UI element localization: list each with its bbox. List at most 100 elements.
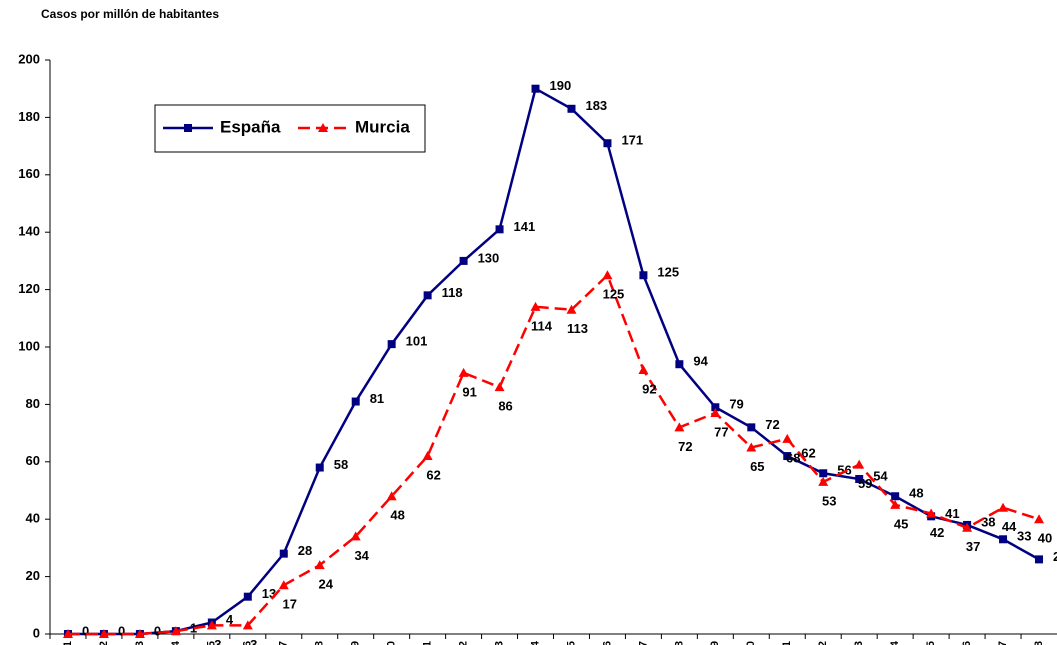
data-label: 92 [642,381,656,396]
marker [423,291,432,300]
y-tick-label: 0 [33,625,40,640]
marker [459,256,468,265]
marker [1035,555,1044,564]
data-label: 1 [178,643,185,645]
marker [711,403,720,412]
data-label: 48 [909,486,923,501]
data-label: 26 [1053,549,1057,564]
marker [710,408,721,418]
x-tick-label: 1990 [386,641,398,645]
x-tick-label: 1985 [206,641,218,645]
data-label: 125 [657,265,679,280]
x-tick-label: 1987 [278,641,290,645]
data-label: 65 [750,459,764,474]
data-label: 58 [334,457,348,472]
data-label: 28 [298,543,312,558]
x-tick-label: 1984 [170,640,182,645]
data-label: 3 [214,637,221,645]
data-label: 190 [550,78,572,93]
marker [495,225,504,234]
data-label: 77 [714,424,728,439]
data-label: 79 [729,397,743,412]
data-label: 37 [966,539,980,554]
marker [674,422,685,432]
marker [278,580,289,590]
marker [530,301,541,311]
y-tick-label: 80 [26,396,40,411]
data-label: 54 [873,468,888,483]
x-tick-label: 2001 [781,641,793,645]
series-line [67,86,1040,636]
x-tick-label: 2007 [997,641,1009,645]
data-label: 17 [283,597,297,612]
data-label: 34 [354,548,369,563]
data-label: 42 [930,525,944,540]
x-tick-label: 2006 [961,641,973,645]
marker [855,475,864,484]
data-label: 44 [1002,519,1017,534]
marker [891,492,900,501]
x-tick-label: 1989 [350,641,362,645]
x-tick-label: 2008 [1033,641,1045,645]
data-label: 62 [801,445,815,460]
data-label: 33 [1017,529,1031,544]
data-label: 48 [390,508,404,523]
data-label: 24 [318,577,333,592]
marker [567,104,576,113]
marker [350,531,361,541]
marker [746,442,757,452]
x-tick-label: 1998 [673,641,685,645]
marker [243,592,252,601]
marker [818,476,829,486]
marker [638,364,649,374]
data-label: 101 [406,334,428,349]
y-axis-title: Casos por millón de habitantes [40,7,220,21]
data-label: 4 [226,612,234,627]
marker [134,629,145,638]
x-tick-label: 2004 [889,640,901,645]
data-label: 113 [567,321,588,336]
data-label: 81 [370,391,384,406]
data-label: 91 [462,384,476,399]
marker [314,560,325,570]
marker [1034,514,1045,524]
y-tick-label: 20 [26,568,40,583]
x-tick-label: 1992 [457,641,469,645]
marker [206,620,217,630]
data-label: 45 [894,516,908,531]
marker [170,626,181,636]
data-label: 130 [478,250,500,265]
marker [386,491,397,501]
x-tick-label: 1996 [601,641,613,645]
marker [602,270,613,280]
marker [98,629,109,638]
marker [998,502,1009,512]
legend-marker [184,124,192,132]
legend-marker [318,123,328,132]
marker [819,469,828,478]
x-tick-label: 1982 [98,641,110,645]
x-tick-label: 1993 [493,641,505,645]
x-tick-label: 1988 [314,641,326,645]
x-tick-label: 2003 [853,641,865,645]
x-tick-label: 1997 [637,641,649,645]
x-tick-label: 2002 [817,641,829,645]
legend: España Murcia [154,104,426,153]
marker [603,139,612,148]
y-tick-label: 180 [18,109,40,124]
marker [747,423,756,432]
data-label: 72 [765,417,779,432]
data-label: 0 [154,623,161,638]
marker [999,535,1008,544]
data-label: 0 [118,623,125,638]
marker [351,397,360,406]
legend-label: España [220,117,281,136]
marker [62,629,73,638]
data-label: 62 [426,467,440,482]
x-tick-label: 1981 [62,641,74,645]
y-tick-label: 120 [18,281,40,296]
marker [890,499,901,509]
marker [639,271,648,280]
